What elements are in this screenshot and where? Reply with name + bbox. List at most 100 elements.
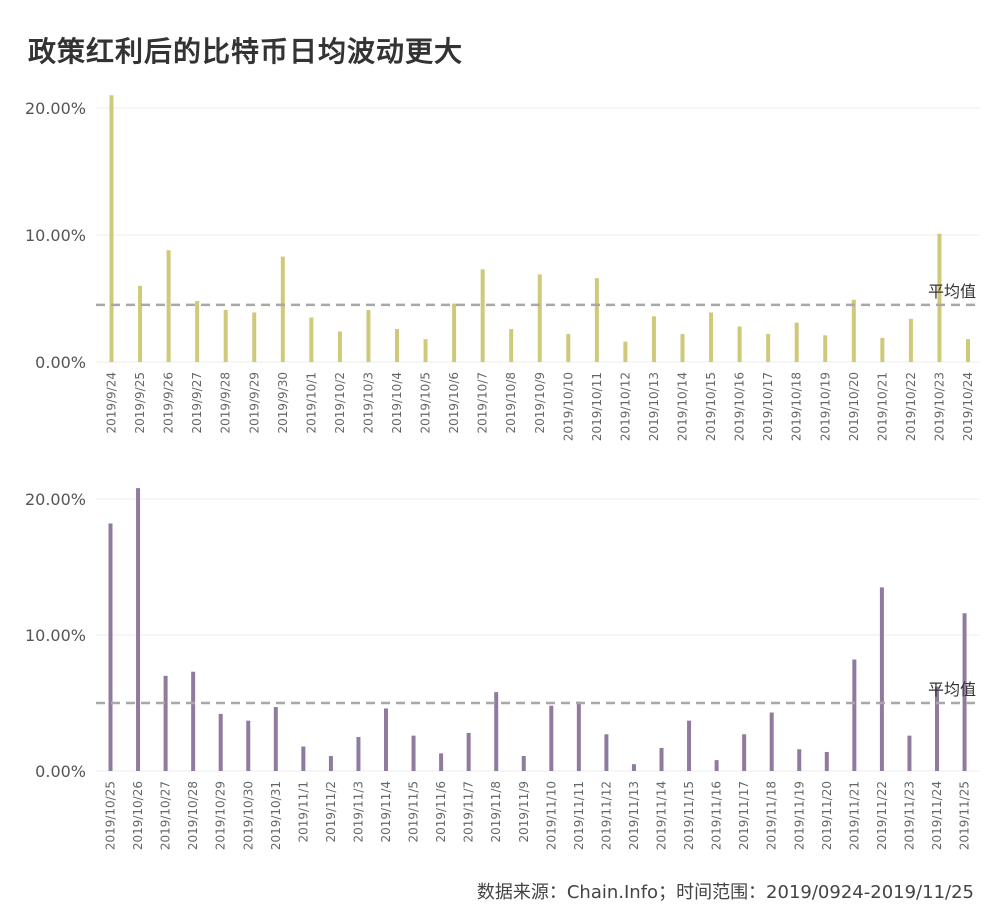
y-tick-label: 0.00% [35,762,86,781]
x-tick-label: 2019/10/15 [704,372,718,441]
x-tick-label: 2019/11/24 [930,781,944,850]
x-tick-label: 2019/10/12 [618,372,632,441]
x-tick-label: 2019/11/6 [434,781,448,843]
bar [218,713,223,771]
bar [879,587,884,771]
y-tick-label: 20.00% [25,99,86,118]
bar [366,309,371,362]
bar [824,751,829,771]
x-tick-label: 2019/11/5 [407,781,421,843]
bar [309,317,314,362]
x-tick-label: 2019/10/14 [676,372,690,441]
chart-panel-top: 0.00% 10.00% 20.00% 2019/9/24 2019/9/25 2019/… [25,95,980,441]
bar [138,285,143,362]
x-tick-label: 2019/11/8 [489,781,503,843]
x-tick-label: 2019/11/18 [765,781,779,850]
x-tick-label: 2019/10/28 [186,781,200,850]
bar [823,335,828,362]
x-tick-label: 2019/11/10 [544,781,558,850]
average-label: 平均值 [928,680,976,699]
x-tick-label: 2019/9/25 [133,372,147,434]
x-tick-label: 2019/10/19 [818,372,832,441]
bar [631,764,636,771]
x-tick-label: 2019/10/22 [904,372,918,441]
x-tick-label: 2019/10/1 [304,372,318,434]
bar [166,250,171,362]
x-tick-label: 2019/11/20 [820,781,834,850]
bar [191,671,196,771]
bar [109,95,114,363]
bar [769,712,774,771]
x-tick-label: 2019/10/29 [214,781,228,850]
x-tick-label: 2019/11/19 [792,781,806,850]
x-tick-label: 2019/9/30 [276,372,290,434]
chart-panel-bottom: 0.00% 10.00% 20.00% 2019/10/25 2019/10/26 201… [25,488,980,850]
x-tick-label: 2019/9/26 [162,372,176,434]
bar [537,274,542,362]
x-tick-label: 2019/11/14 [655,781,669,850]
x-tick-label: 2019/9/24 [105,372,119,434]
chart-title: 政策红利后的比特币日均波动更大 [28,35,464,68]
x-tick-label: 2019/10/26 [131,781,145,850]
y-tick-label: 0.00% [35,353,86,372]
bar [439,753,444,771]
bar [549,705,554,771]
bar [223,309,228,362]
bar [195,301,200,362]
bar [252,312,257,362]
x-tick-label: 2019/11/16 [710,781,724,850]
bar [576,701,581,771]
x-tick-label: 2019/10/9 [533,372,547,434]
bar [480,269,485,362]
x-tick-label: 2019/10/13 [647,372,661,441]
x-tick-label: 2019/10/11 [590,372,604,441]
x-tick-label: 2019/11/11 [572,781,586,850]
bar [452,303,457,362]
x-tick-label: 2019/11/25 [958,781,972,850]
x-tick-label: 2019/11/1 [296,781,310,843]
x-tick-label: 2019/10/25 [104,781,118,850]
bar [108,523,113,771]
bar [163,675,168,771]
x-tick-label: 2019/10/27 [159,781,173,850]
x-tick-label: 2019/10/31 [269,781,283,850]
x-tick-label: 2019/11/2 [324,781,338,843]
bar [273,707,278,771]
bar [594,278,599,362]
x-tick-label: 2019/11/15 [682,781,696,850]
x-tick-label: 2019/11/17 [737,781,751,850]
bar [937,233,942,362]
average-label: 平均值 [928,282,976,301]
bar [623,341,628,362]
bar [766,334,771,362]
bar [908,318,913,362]
x-tick-label: 2019/10/16 [733,372,747,441]
x-tick-label: 2019/11/21 [847,781,861,850]
x-tick-label: 2019/10/23 [932,372,946,441]
x-tick-label: 2019/10/5 [419,372,433,434]
bar [935,686,939,771]
x-tick-label: 2019/10/6 [447,372,461,434]
x-tick-label: 2019/10/30 [241,781,255,850]
x-tick-label: 2019/10/18 [790,372,804,441]
bar [384,708,388,771]
x-tick-label: 2019/10/4 [390,372,404,434]
bar [687,720,692,771]
x-tick-label: 2019/10/2 [333,372,347,434]
bar [797,749,802,771]
y-tick-label: 10.00% [25,626,86,645]
bar [651,316,656,362]
x-tick-label: 2019/11/23 [902,781,916,850]
x-tick-label: 2019/11/12 [599,781,613,850]
bar [494,692,499,771]
x-tick-label: 2019/10/10 [561,372,575,441]
x-tick-label: 2019/9/28 [219,372,233,434]
x-tick-label: 2019/10/20 [847,372,861,441]
bar [280,256,285,362]
x-tick-label: 2019/11/9 [517,781,531,843]
bar [411,735,416,771]
bar [709,312,714,362]
y-tick-label: 20.00% [25,490,86,509]
x-tick-label: 2019/11/4 [379,781,393,843]
